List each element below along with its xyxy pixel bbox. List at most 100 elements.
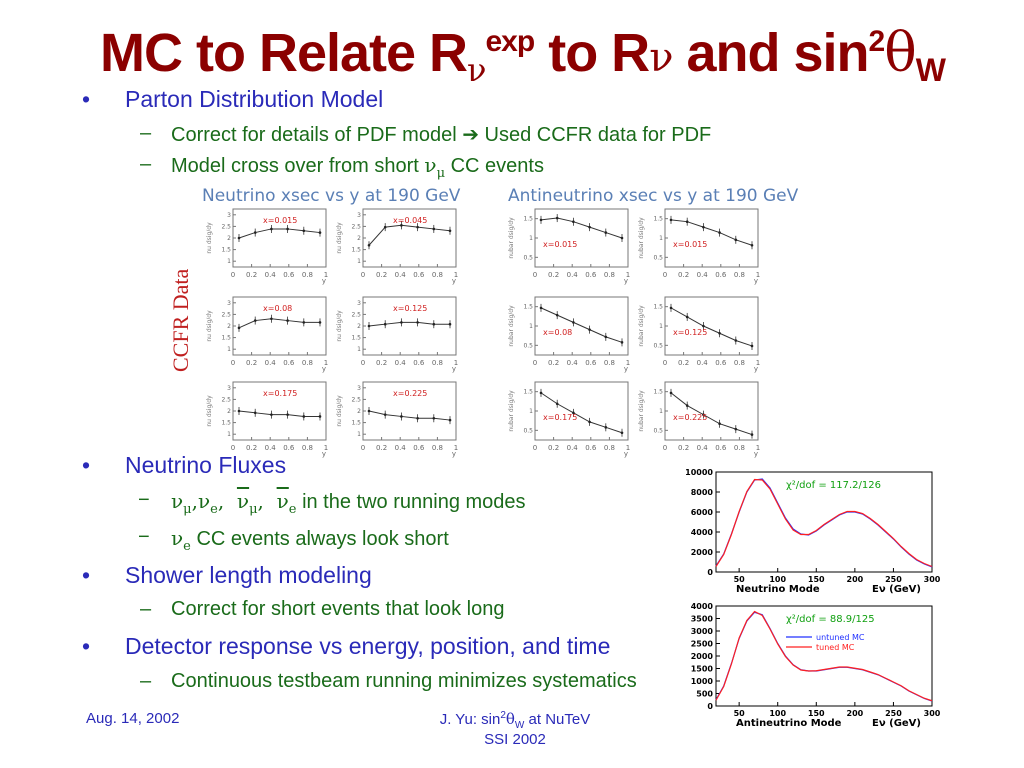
xsec-point xyxy=(555,313,559,317)
xsec-point xyxy=(702,324,705,328)
xsec-point xyxy=(270,317,273,321)
x-value-label: x=0.225 xyxy=(673,413,707,422)
xsec-point xyxy=(253,411,257,415)
subbullet-shower-text: Correct for short events that look long xyxy=(171,598,505,620)
bullet-dot: • xyxy=(82,452,91,478)
xsec-point xyxy=(253,231,257,234)
x-tick-label: 250 xyxy=(885,575,902,584)
y-tick-label: 1.5 xyxy=(523,304,533,311)
title-exp-superscript: exp xyxy=(485,25,536,58)
xsec-point xyxy=(685,220,689,223)
x-value-label: x=0.08 xyxy=(263,304,292,313)
xsec-point xyxy=(400,321,403,324)
xsec-point xyxy=(286,319,289,322)
y-tick-label: 1000 xyxy=(691,677,714,686)
x-tick-label: 1 xyxy=(454,359,458,367)
x-axis-label: y xyxy=(452,365,456,373)
crossover-nu-symbol: ν xyxy=(424,153,437,177)
footer-author: J. Yu: sin2θW at NuTeV SSI 2002 xyxy=(430,710,600,748)
footer-author-sq: 2 xyxy=(500,710,506,721)
xsec-point xyxy=(588,225,591,229)
x-tick-label: 0.4 xyxy=(567,444,579,452)
x-axis-label: y xyxy=(624,277,628,285)
xsec-point xyxy=(367,324,371,328)
xsec-point xyxy=(572,411,575,415)
y-tick-label: 3 xyxy=(357,300,361,307)
chi2-annotation: χ²/dof = 117.2/126 xyxy=(786,480,881,491)
neutrino-xsec-panel: 0 0.2 0.4 0.6 0.8 1 1 1.5 2 2.5 3 nu dsig/dy y x=0.04… xyxy=(336,208,458,285)
arrow-right-icon: ➔ xyxy=(462,124,479,146)
y-axis-label: nubar dsig/dy xyxy=(508,305,515,347)
footer-author-theta: θ xyxy=(505,710,515,728)
spectrum-energy-label: Eν (GeV) xyxy=(872,584,921,594)
x-tick-label: 0.8 xyxy=(734,444,745,452)
x-tick-label: 0.2 xyxy=(246,359,257,367)
xsec-point xyxy=(669,306,673,310)
x-tick-label: 0.6 xyxy=(715,444,727,452)
xsec-point xyxy=(286,413,289,416)
subbullet-dash: − xyxy=(138,489,150,511)
footer-conference: SSI 2002 xyxy=(484,731,546,748)
subbullet-dash: – xyxy=(140,153,152,175)
x-tick-label: 0.2 xyxy=(548,444,559,452)
x-tick-label: 0 xyxy=(361,271,365,279)
x-axis-label: y xyxy=(754,450,758,458)
y-axis-label: nubar dsig/dy xyxy=(638,305,645,347)
y-axis-label: nubar dsig/dy xyxy=(508,390,515,432)
x-tick-label: 0 xyxy=(231,271,235,279)
y-tick-label: 2.5 xyxy=(351,311,361,318)
xsec-curve xyxy=(540,392,623,434)
xsec-point xyxy=(669,391,673,395)
x-tick-label: 200 xyxy=(847,709,864,718)
y-axis-label: nu dsig/dy xyxy=(206,310,213,342)
xsec-point xyxy=(253,319,257,322)
y-tick-label: 4000 xyxy=(691,528,714,537)
x-tick-label: 0.2 xyxy=(678,271,689,279)
chi2-annotation: χ²/dof = 88.9/125 xyxy=(786,614,875,625)
x-tick-label: 0.2 xyxy=(246,271,257,279)
y-tick-label: 4000 xyxy=(691,602,714,611)
x-tick-label: 0.6 xyxy=(585,359,597,367)
xsec-curve xyxy=(670,392,753,436)
x-value-label: x=0.015 xyxy=(543,240,577,249)
xsec-point xyxy=(572,220,575,223)
footer-date: Aug. 14, 2002 xyxy=(86,710,180,727)
x-value-label: x=0.125 xyxy=(673,328,707,337)
footer-author-b: at NuTeV xyxy=(524,711,591,728)
x-tick-label: 0.6 xyxy=(413,444,425,452)
y-tick-label: 1 xyxy=(357,431,361,438)
subbullet-dash: − xyxy=(138,526,150,548)
x-tick-label: 0 xyxy=(361,444,365,452)
y-tick-label: 3500 xyxy=(691,615,714,624)
xsec-point xyxy=(448,229,452,233)
xsec-point xyxy=(539,218,543,222)
x-tick-label: 0.8 xyxy=(302,359,313,367)
xsec-point xyxy=(383,322,387,326)
subbullet-flux-modes-text: νμ,νe, νμ, νe in the two running modes xyxy=(171,489,526,517)
y-tick-label: 1 xyxy=(659,323,663,330)
spectrum-series-line xyxy=(715,478,933,568)
x-tick-label: 50 xyxy=(734,575,746,584)
xsec-point xyxy=(734,238,738,242)
x-value-label: x=0.045 xyxy=(393,216,427,225)
x-tick-label: 0.6 xyxy=(413,359,425,367)
x-tick-label: 0.2 xyxy=(548,359,559,367)
y-tick-label: 3 xyxy=(357,212,361,219)
y-tick-label: 2.5 xyxy=(221,311,231,318)
antineutrino-xsec-panel: 0 0.2 0.4 0.6 0.8 1 0.5 1 1.5 nubar dsig/dy y x=0.0… xyxy=(508,208,630,285)
y-tick-label: 1.5 xyxy=(653,389,663,396)
x-tick-label: 1 xyxy=(324,359,328,367)
x-tick-label: 0.8 xyxy=(432,359,443,367)
neutrino-xsec-panel: 0 0.2 0.4 0.6 0.8 1 1 1.5 2 2.5 3 nu dsig/dy y x=0.01… xyxy=(206,208,328,285)
nue-short-text: CC events always look short xyxy=(196,528,449,550)
pdf-text-a: Correct for details of PDF model xyxy=(171,124,457,146)
antineutrino-mode-spectrum: 50 100 150 200 250 30005001000150020002500300… xyxy=(691,602,941,728)
x-tick-label: 0 xyxy=(663,444,667,452)
xsec-point xyxy=(539,391,543,395)
xsec-curve xyxy=(670,219,753,246)
xsec-point xyxy=(432,227,436,231)
xsec-curve xyxy=(368,224,451,246)
subbullet-nue-text: νe CC events always look short xyxy=(171,526,449,554)
xsec-point xyxy=(718,422,721,425)
y-tick-label: 0 xyxy=(707,568,713,577)
